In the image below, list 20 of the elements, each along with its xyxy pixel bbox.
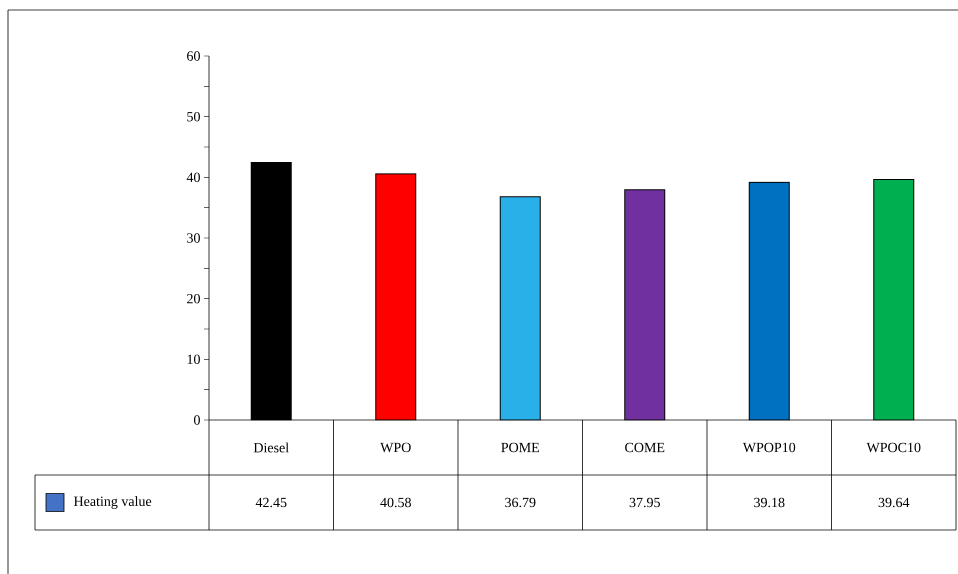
x-tick-label: POME [501, 442, 539, 452]
x-tick-label: COME [625, 442, 664, 452]
y-tick-label: 40 [186, 172, 200, 182]
data-label: 39.18 [754, 498, 784, 508]
x-tick-label: WPOP10 [742, 442, 796, 452]
data-label: 40.58 [380, 498, 411, 508]
x-tick-label: Diesel [254, 442, 289, 452]
data-label: 42.45 [256, 498, 286, 508]
x-tick-label: WPO [380, 442, 411, 452]
y-tick-label: 60 [187, 51, 200, 61]
y-tick-label: 30 [187, 233, 200, 243]
y-tick-label: 0 [194, 415, 200, 425]
y-tick-label: 10 [188, 354, 200, 364]
data-label: 36.79 [505, 498, 536, 508]
text: Heating value [74, 496, 152, 509]
data-label: 37.95 [630, 498, 660, 508]
y-tick-label: 20 [187, 294, 200, 304]
y-tick-label: 50 [187, 112, 200, 122]
x-tick-label: WPOC10 [866, 442, 920, 452]
data-label: 39.64 [878, 498, 910, 508]
